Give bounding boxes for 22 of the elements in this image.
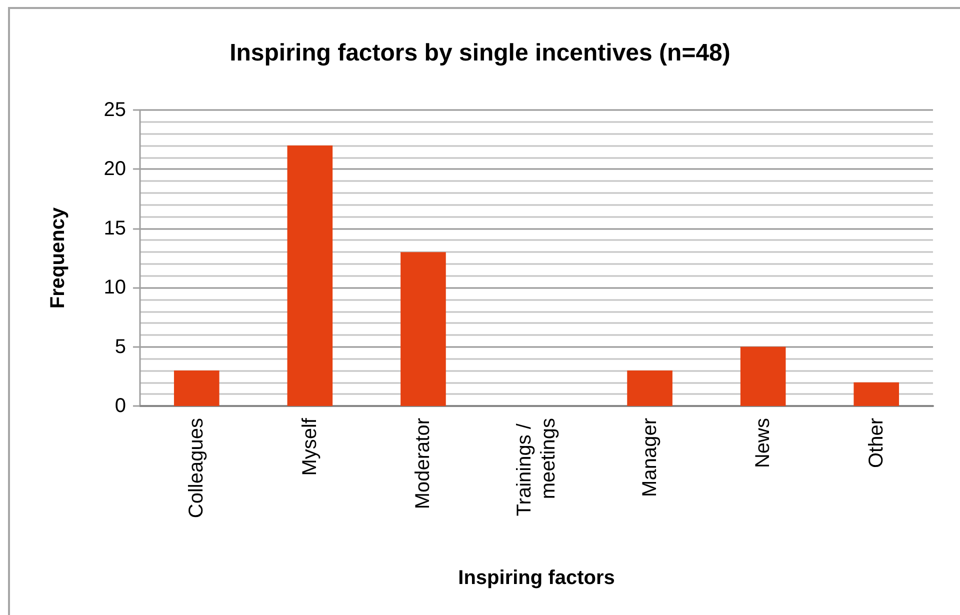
y-tick-label: 5 xyxy=(114,336,126,358)
bar xyxy=(174,370,220,406)
x-tick-label: Colleagues xyxy=(186,418,208,518)
y-tick-label: 10 xyxy=(104,276,126,299)
y-tick-label: 25 xyxy=(104,99,126,121)
bar xyxy=(854,382,900,406)
y-tick-label: 0 xyxy=(114,395,126,417)
x-tick-label: Trainings / meetings xyxy=(514,418,560,516)
x-axis-title: Inspiring factors xyxy=(458,567,615,589)
y-axis-title: Frequency xyxy=(47,206,69,309)
bar xyxy=(400,252,446,406)
x-tick-label: News xyxy=(752,418,774,468)
x-tick-label: Manager xyxy=(638,418,661,497)
y-tick-label: 15 xyxy=(104,217,126,240)
bar xyxy=(287,146,333,406)
chart-title: Inspiring factors by single incentives (n=48) xyxy=(230,40,730,66)
bar xyxy=(740,346,786,406)
x-tick-label: Other xyxy=(865,418,888,468)
y-tick-label: 20 xyxy=(104,158,126,180)
x-tick-label: Myself xyxy=(298,418,321,476)
bar xyxy=(627,370,672,406)
x-tick-label: Moderator xyxy=(412,418,434,510)
